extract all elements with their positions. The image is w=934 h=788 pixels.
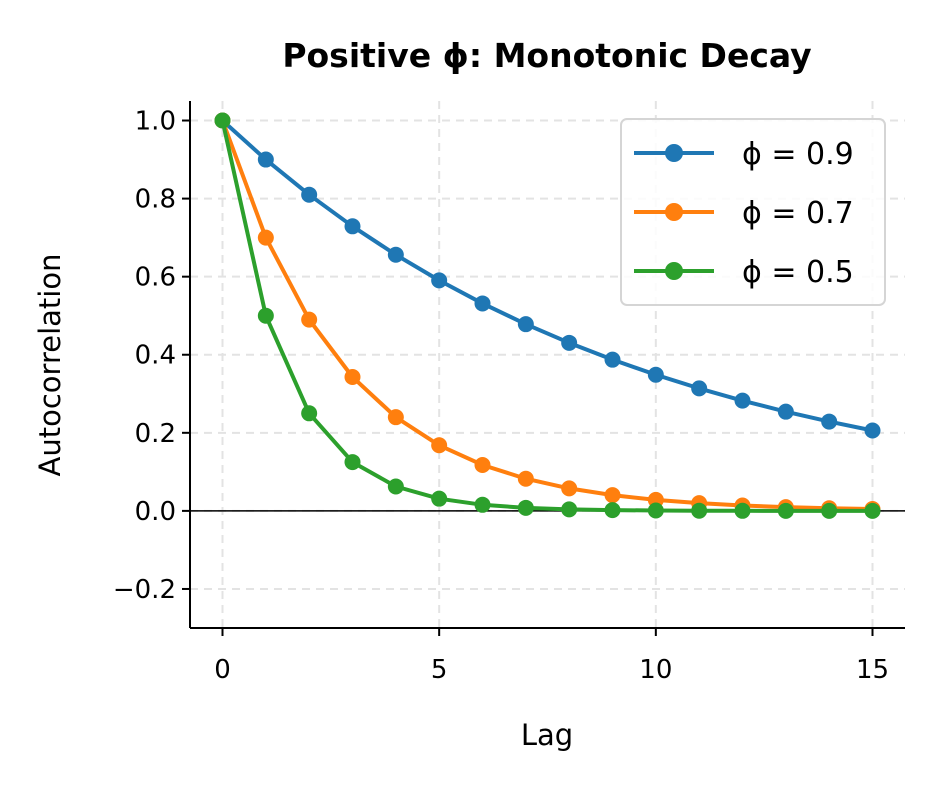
y-tick-label: 0.6 [135,263,176,293]
y-tick-label: −0.2 [113,575,176,605]
data-point-0-2 [301,186,318,203]
data-point-0-9 [604,351,621,368]
legend-marker-0 [665,144,683,162]
data-point-0-3 [344,218,361,235]
data-point-2-14 [821,502,838,519]
data-point-2-10 [647,502,664,519]
data-point-1-4 [387,409,404,426]
data-point-2-7 [517,499,534,516]
x-axis-label: Lag [521,718,573,752]
data-point-2-13 [777,502,794,519]
data-point-2-6 [474,496,491,513]
x-tick-label: 15 [856,655,889,685]
data-point-1-1 [257,229,274,246]
legend-marker-1 [665,203,683,221]
data-point-0-4 [387,246,404,263]
data-point-2-9 [604,502,621,519]
data-point-0-10 [647,366,664,383]
plot-area: 0 5 10 15 −0.2 0.0 0.2 0.4 0.6 0.8 1.0 ϕ = 0.9 ϕ = 0… [113,101,905,685]
data-point-0-7 [517,316,534,333]
legend-label-0: ϕ = 0.9 [742,137,854,172]
data-point-1-8 [561,480,578,497]
data-point-0-8 [561,334,578,351]
data-point-0-15 [864,422,881,439]
data-point-0-1 [257,151,274,168]
data-point-0-14 [821,413,838,430]
data-point-2-12 [734,502,751,519]
data-point-1-5 [431,437,448,454]
series-line-0 [221,119,873,433]
x-tick-label: 5 [431,655,448,685]
y-tick-label: 0.0 [135,497,176,527]
data-point-1-7 [517,470,534,487]
data-point-2-5 [431,490,448,507]
legend-label-2: ϕ = 0.5 [742,255,854,290]
data-point-0-12 [734,392,751,409]
series-line-2 [220,120,873,513]
data-point-2-15 [864,502,881,519]
data-point-0-5 [431,272,448,289]
y-tick-label: 1.0 [135,107,176,137]
data-point-1-2 [301,311,318,328]
data-point-0-6 [474,295,491,312]
y-axis-label: Autocorrelation [33,254,67,477]
legend [620,118,886,306]
legend-marker-2 [665,262,683,280]
legend-label-1: ϕ = 0.7 [742,196,854,231]
chart-title: Positive ϕ: Monotonic Decay [282,36,811,75]
data-point-0-13 [777,403,794,420]
y-tick-label: 0.8 [135,185,176,215]
y-tick-label: 0.4 [135,341,176,371]
y-tick-label: 0.2 [135,419,176,449]
data-point-0-11 [691,380,708,397]
data-point-2-3 [344,454,361,471]
data-point-1-9 [604,487,621,504]
data-point-1-6 [474,456,491,473]
data-point-2-2 [301,405,318,422]
x-tick-label: 10 [639,655,672,685]
data-point-1-3 [344,368,361,385]
x-tick-label: 0 [214,655,231,685]
series-line-1 [220,119,873,512]
data-point-2-11 [691,502,708,519]
data-point-2-8 [561,501,578,518]
data-point-2-0 [214,112,231,129]
data-point-2-1 [257,307,274,324]
data-point-2-4 [387,478,404,495]
